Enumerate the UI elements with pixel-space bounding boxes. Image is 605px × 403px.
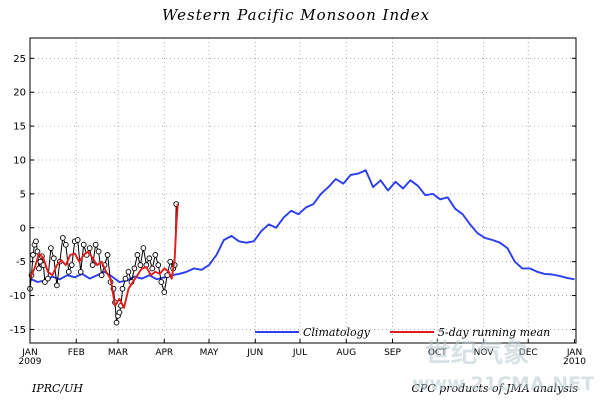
x-tick-label: APR <box>155 348 173 358</box>
x-tick-label: JUN <box>246 348 263 358</box>
data-point <box>149 265 156 272</box>
data-point <box>77 268 84 275</box>
data-point <box>131 265 138 272</box>
data-point <box>155 262 162 268</box>
x-tick-label: FEB <box>68 348 85 358</box>
y-tick-label: 25 <box>13 54 26 65</box>
data-point <box>113 319 120 326</box>
watermark-url: www.21CMA.NET <box>412 373 594 395</box>
data-point <box>59 235 66 241</box>
data-point <box>119 285 126 292</box>
data-point <box>30 252 36 258</box>
year-label: 2009 <box>19 357 42 367</box>
chart-title: Western Pacific Monsoon Index <box>162 6 430 24</box>
legend-label: 5-day running mean <box>438 326 550 339</box>
data-point <box>48 245 54 251</box>
data-point <box>116 309 123 316</box>
data-point <box>89 262 96 268</box>
data-point <box>80 241 87 248</box>
data-point <box>95 248 102 255</box>
x-tick-label: AUG <box>336 348 356 358</box>
y-tick-label: -15 <box>10 325 26 336</box>
data-point <box>167 258 174 265</box>
legend-label: Climatology <box>303 326 371 339</box>
y-tick-label: 5 <box>20 189 26 200</box>
y-tick-label: 10 <box>13 156 26 167</box>
data-point <box>65 268 72 275</box>
x-tick-label: NOV <box>474 348 495 358</box>
x-tick-label: JUL <box>292 348 307 358</box>
data-point <box>51 255 57 262</box>
y-tick-label: 20 <box>13 88 26 99</box>
data-point <box>134 252 141 258</box>
data-point <box>36 265 42 272</box>
footer-right: CPC products of JMA analysis <box>411 382 578 395</box>
watermark-brand: 世纪气象 <box>425 338 529 369</box>
x-tick-label: MAY <box>200 348 219 358</box>
y-tick-label: -10 <box>10 291 26 302</box>
data-point <box>152 252 159 258</box>
y-tick-label: -5 <box>16 257 26 268</box>
data-point <box>137 262 144 268</box>
x-tick-label: MAR <box>108 348 128 358</box>
series-layer <box>27 169 575 326</box>
data-point <box>122 275 129 282</box>
year-label: 2010 <box>563 357 586 367</box>
data-point <box>74 237 81 243</box>
data-point <box>92 241 99 248</box>
data-point <box>45 275 51 282</box>
y-tick-label: 0 <box>20 223 26 234</box>
data-point <box>125 268 132 275</box>
x-tick-label: OCT <box>428 348 447 358</box>
y-axis: -15 -10 -5 0 5 10 15 20 25 <box>10 54 576 336</box>
data-point <box>158 279 165 285</box>
data-point <box>54 282 60 289</box>
x-tick-label: DEC <box>519 348 538 358</box>
data-point <box>104 252 111 258</box>
x-tick-label: JAN <box>566 348 582 358</box>
data-point <box>161 289 168 296</box>
data-point <box>140 245 147 251</box>
footer-left: IPRC/UH <box>31 382 83 395</box>
plot-frame <box>29 37 577 344</box>
series-line-climatology <box>29 169 575 283</box>
data-point <box>33 238 39 245</box>
x-tick-label: JAN <box>21 348 37 358</box>
data-point <box>146 255 153 262</box>
legend: Climatology 5-day running mean <box>255 326 550 339</box>
x-tick-label: SEP <box>384 348 401 358</box>
grid-lines <box>30 38 576 343</box>
x-axis: JAN FEB MAR APR MAY JUN JUL AUG SEP OCT NOV DEC JAN2… <box>19 339 586 367</box>
series-line-5-day-running-mean <box>29 204 179 309</box>
data-point <box>98 272 105 279</box>
y-tick-label: 15 <box>13 122 26 133</box>
data-point <box>86 245 93 251</box>
data-point <box>68 262 75 268</box>
data-point <box>62 241 69 248</box>
